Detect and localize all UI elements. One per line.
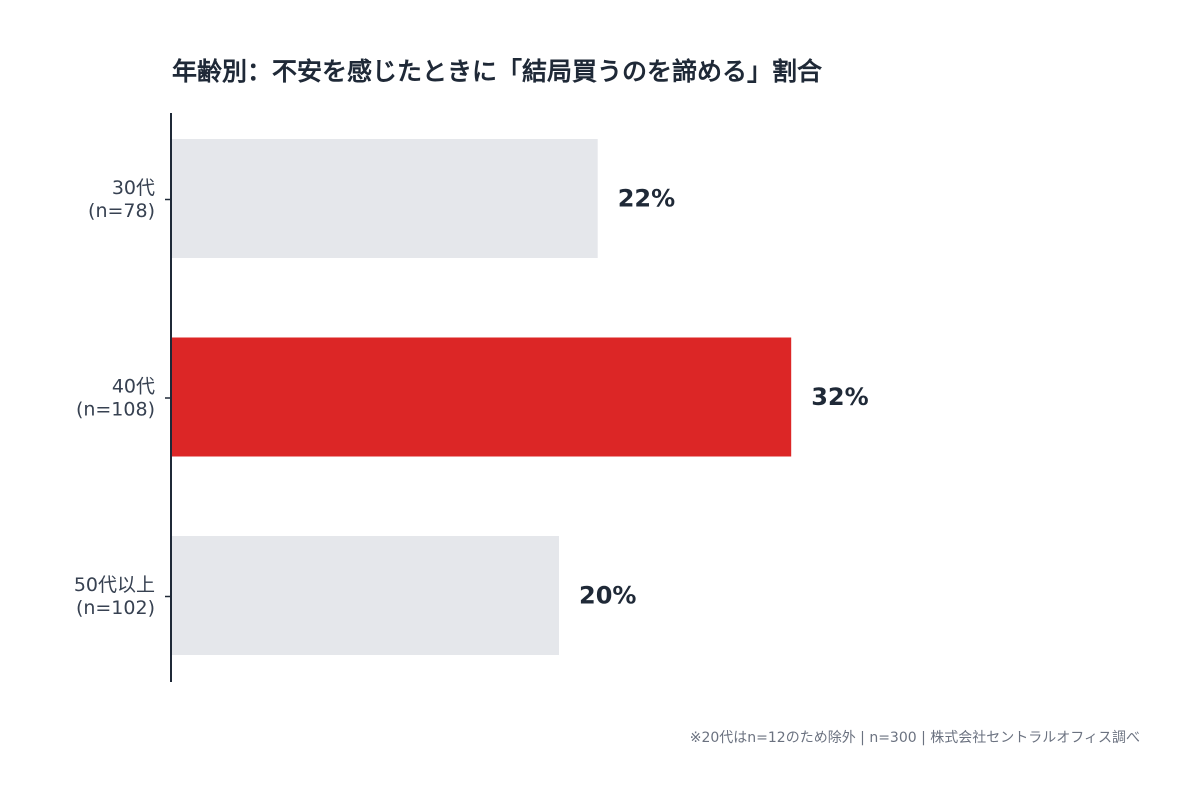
y-tick-label: 50代以上: [74, 574, 155, 596]
value-label: 20%: [579, 582, 636, 610]
y-tick-label: (n=108): [76, 399, 155, 421]
footnote: ※20代はn=12のため除外 | n=300 | 株式会社セントラルオフィス調べ: [690, 730, 1140, 746]
bar: [172, 337, 792, 457]
bar: [172, 139, 598, 258]
value-label: 22%: [618, 185, 675, 213]
y-tick-label: (n=102): [76, 597, 155, 619]
bar: [172, 536, 559, 655]
chart-title: 年齢別：不安を感じたときに「結局買うのを諦める」割合: [172, 57, 823, 86]
value-label: 32%: [811, 383, 868, 411]
y-tick-label: 30代: [112, 177, 155, 199]
y-tick-label: (n=78): [88, 200, 155, 222]
y-tick-label: 40代: [112, 376, 155, 398]
